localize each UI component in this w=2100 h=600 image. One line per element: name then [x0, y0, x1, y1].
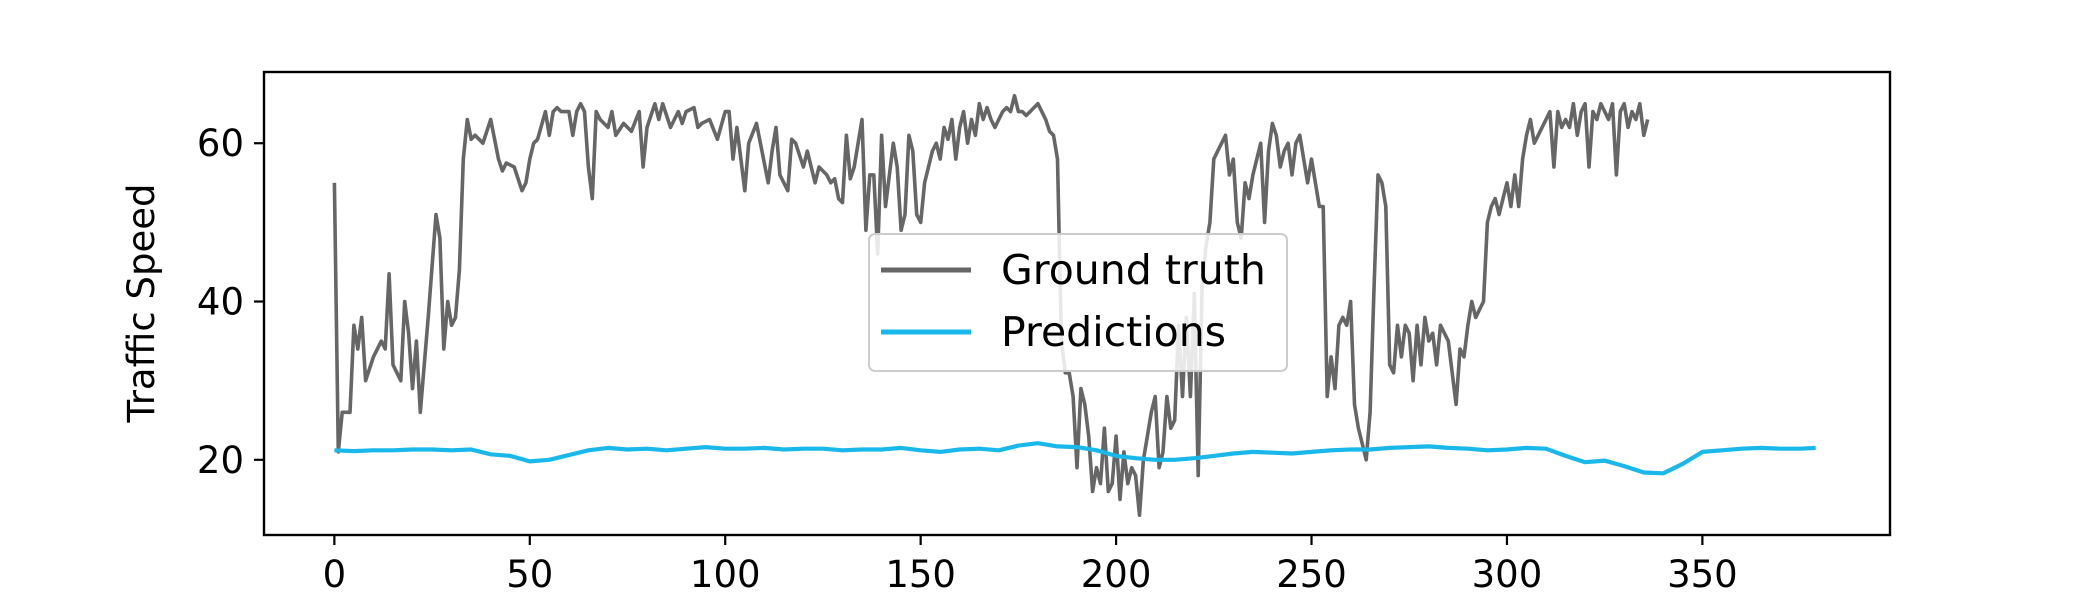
plot-frame	[262, 70, 1892, 537]
y-axis: 20 40 60	[197, 122, 264, 482]
x-tick-label: 200	[1081, 553, 1152, 596]
x-axis: 0 50 100 150 200 250 300 350	[323, 535, 1738, 596]
x-tick-label: 0	[323, 553, 347, 596]
y-tick-label: 20	[197, 439, 244, 482]
x-tick-label: 150	[885, 553, 956, 596]
legend-label-ground-truth: Ground truth	[1001, 246, 1266, 294]
x-tick-label: 250	[1276, 553, 1347, 596]
y-tick-label: 40	[197, 281, 244, 324]
x-tick-label: 350	[1667, 553, 1738, 596]
legend-box	[868, 233, 1288, 372]
x-tick-label: 300	[1472, 553, 1543, 596]
y-tick-label: 60	[197, 122, 244, 165]
x-tick-label: 100	[690, 553, 761, 596]
x-tick-label: 50	[506, 553, 553, 596]
series-line-predictions	[334, 441, 1816, 476]
y-axis-label: Traffic Speed	[120, 184, 163, 424]
legend: Ground truth Predictions	[868, 233, 1288, 372]
series-line-ground-truth	[332, 93, 1650, 518]
series-layer	[332, 93, 1816, 518]
legend-label-predictions: Predictions	[1001, 308, 1226, 356]
